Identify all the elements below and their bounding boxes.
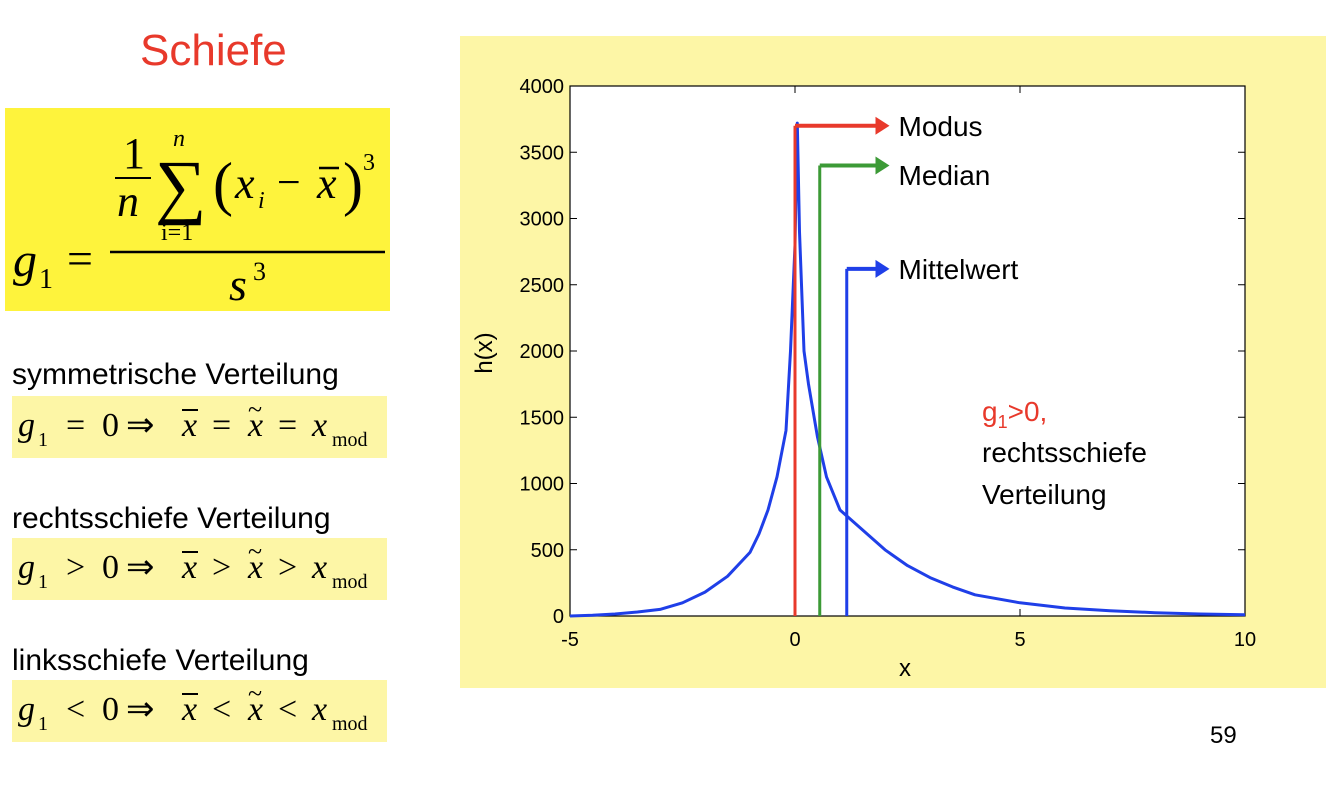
case-relation-1: = <box>212 407 231 444</box>
marker-arrowhead-mittelwert <box>875 259 890 278</box>
y-tick-label: 1500 <box>520 407 565 429</box>
case-implies: ⇒ <box>126 407 155 444</box>
y-axis-label: h(x) <box>471 332 498 373</box>
case-xtilde: x <box>247 549 263 586</box>
case-g: g <box>18 407 35 444</box>
formula-g: g <box>13 234 37 287</box>
case-relation-1: > <box>212 549 231 586</box>
skewness-formula: g 1 = 1 n n ∑ i=1 ( x i − x ) 3 s 3 <box>5 108 390 311</box>
formula-numerator-one: 1 <box>123 129 145 178</box>
case-relation-2: < <box>278 691 297 728</box>
case-zero-relation: > <box>66 549 85 586</box>
case-zero-relation: < <box>66 691 85 728</box>
slide-title: Schiefe <box>140 26 287 75</box>
y-tick-label: 4000 <box>520 76 565 98</box>
case-xtilde: x <box>247 691 263 728</box>
case-zero-relation: = <box>66 407 85 444</box>
marker-label-mittelwert: Mittelwert <box>899 254 1019 285</box>
marker-label-modus: Modus <box>899 111 983 142</box>
case-mod-sub: mod <box>332 713 368 735</box>
case-formula-symmetric: g 1 = 0 ⇒ x = x ~ = x mod <box>12 396 387 458</box>
case-xbar: x <box>181 407 197 444</box>
case-g-sub: 1 <box>38 571 48 593</box>
formula-sum-upper: n <box>173 126 185 152</box>
histogram-chart-panel: 0 500 1000 1500 2000 2500 3000 3500 4000 -5 0 5 10 M… <box>460 36 1326 688</box>
formula-paren-close: ) <box>343 151 363 217</box>
case-g-sub: 1 <box>38 713 48 735</box>
y-tick-label: 3000 <box>520 209 565 231</box>
formula-denominator-power: 3 <box>253 257 266 286</box>
y-tick-label: 0 <box>553 606 564 628</box>
case-zero: 0 <box>102 691 119 728</box>
series-line-h <box>569 121 1246 618</box>
formula-denominator-s: s <box>229 259 247 310</box>
case-mod-sub: mod <box>332 571 368 593</box>
case-xbar: x <box>181 549 197 586</box>
case-relation-1: < <box>212 691 231 728</box>
x-tick-label: 5 <box>1014 629 1025 651</box>
case-g: g <box>18 549 35 586</box>
page-number: 59 <box>1210 722 1237 749</box>
formula-x-sub: i <box>258 188 265 214</box>
case-label-right-skewed: rechtsschiefe Verteilung <box>12 502 331 535</box>
case-xtilde: x <box>247 407 263 444</box>
case-zero: 0 <box>102 407 119 444</box>
marker-arrowhead-modus <box>875 116 890 135</box>
annotation-line-2: rechtsschiefe <box>982 437 1147 468</box>
formula-paren-open: ( <box>213 151 233 217</box>
case-tilde: ~ <box>248 680 262 708</box>
case-xmod: x <box>311 691 327 728</box>
formula-x: x <box>234 159 255 208</box>
annotation-line-3: Verteilung <box>982 479 1107 510</box>
case-label-left-skewed: linksschiefe Verteilung <box>12 644 309 677</box>
case-tilde: ~ <box>248 396 262 424</box>
formula-power: 3 <box>363 150 375 176</box>
formula-g-sub: 1 <box>39 264 53 295</box>
x-tick-label: 10 <box>1234 629 1256 651</box>
case-formula-left-skewed: g 1 < 0 ⇒ x < x ~ < x mod <box>12 680 387 742</box>
annotation-g-positive: g1>0, <box>982 396 1047 432</box>
formula-minus: − <box>277 160 301 206</box>
x-axis-label: x <box>899 655 911 682</box>
y-tick-label: 2000 <box>520 341 565 363</box>
formula-numerator-n: n <box>117 177 139 226</box>
x-tick-label: 0 <box>789 629 800 651</box>
case-label-symmetric: symmetrische Verteilung <box>12 358 339 391</box>
case-relation-2: = <box>278 407 297 444</box>
y-tick-label: 1000 <box>520 474 565 496</box>
case-implies: ⇒ <box>126 549 155 586</box>
y-tick-label: 2500 <box>520 275 565 297</box>
formula-equals: = <box>67 233 93 284</box>
case-tilde: ~ <box>248 538 262 566</box>
case-g: g <box>18 691 35 728</box>
case-xmod: x <box>311 549 327 586</box>
case-formula-right-skewed: g 1 > 0 ⇒ x > x ~ > x mod <box>12 538 387 600</box>
case-xbar: x <box>181 691 197 728</box>
case-g-sub: 1 <box>38 429 48 451</box>
formula-sum-symbol: ∑ <box>155 146 206 226</box>
formula-sum-lower: i=1 <box>161 220 193 246</box>
case-implies: ⇒ <box>126 691 155 728</box>
y-tick-label: 500 <box>531 540 564 562</box>
plot-area <box>569 85 1246 617</box>
marker-arrowhead-median <box>875 156 890 175</box>
case-zero: 0 <box>102 549 119 586</box>
marker-label-median: Median <box>899 160 991 191</box>
case-relation-2: > <box>278 549 297 586</box>
x-tick-label: -5 <box>561 629 579 651</box>
case-xmod: x <box>311 407 327 444</box>
formula-xbar: x <box>316 159 337 208</box>
case-mod-sub: mod <box>332 429 368 451</box>
y-tick-label: 3500 <box>520 142 565 164</box>
